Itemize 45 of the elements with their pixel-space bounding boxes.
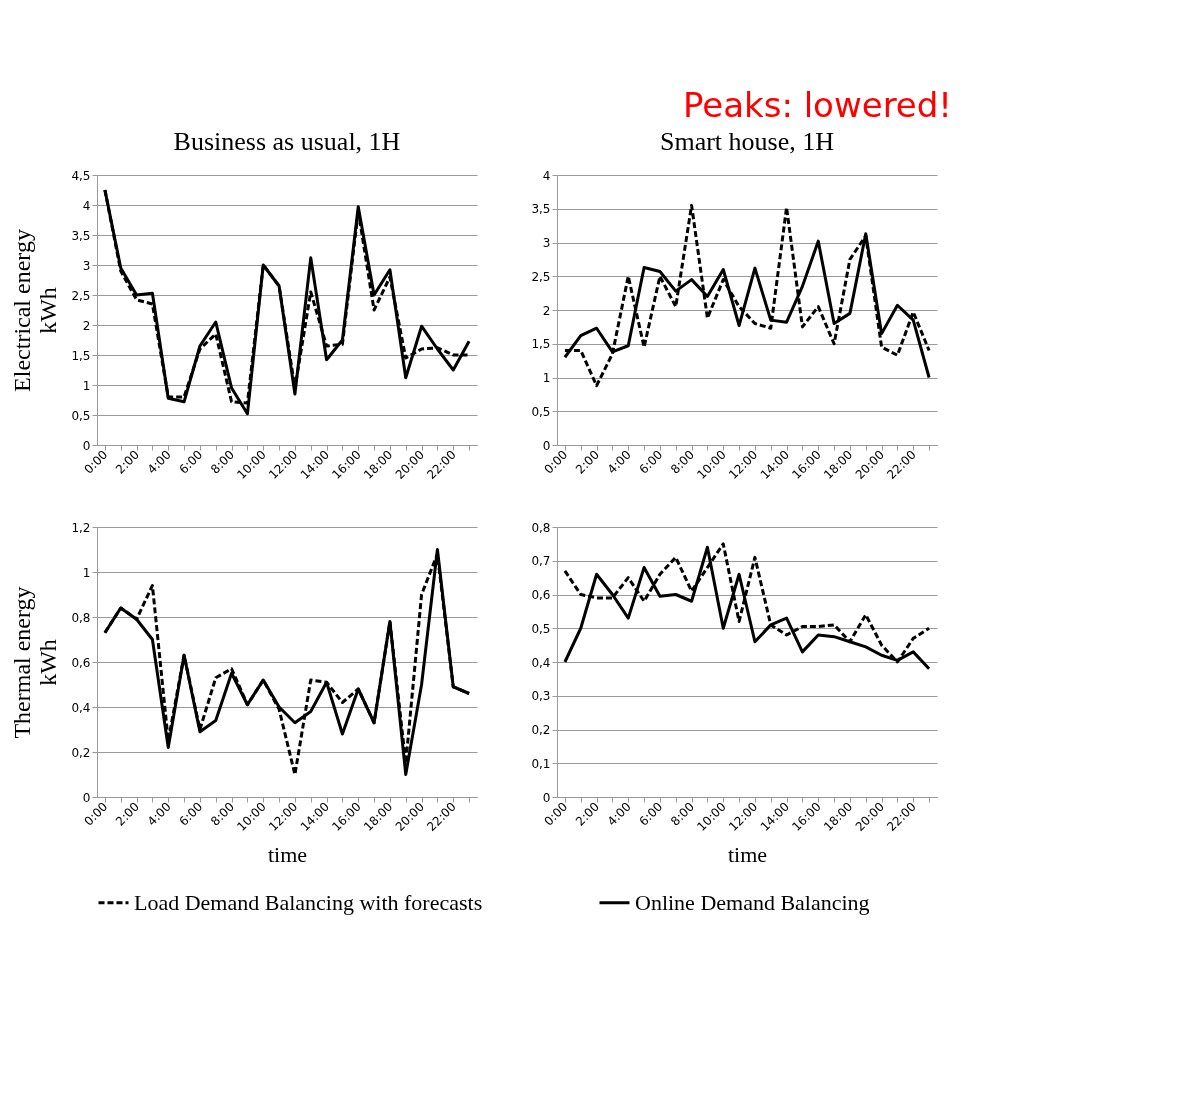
- y-tick-label: 1: [82, 378, 91, 393]
- y-tick-label: 2,5: [531, 269, 551, 284]
- y-tick-label: 0,1: [531, 756, 551, 771]
- y-tick-label: 1: [542, 371, 551, 385]
- y-tick-label: 0: [82, 790, 91, 805]
- y-axis-title: Thermal energy kWh: [9, 586, 62, 739]
- y-tick-label: 3,5: [71, 228, 91, 243]
- y-tick-label: 0,3: [531, 689, 551, 704]
- x-axis-title: time: [267, 842, 308, 868]
- text: Peaks: lowered!: [682, 85, 952, 125]
- y-tick-label: 0,4: [531, 655, 551, 670]
- legend-label: Load Demand Balancing with forecasts: [134, 889, 483, 915]
- y-tick-label: 2,5: [71, 288, 91, 303]
- y-tick-label: 2: [82, 318, 91, 333]
- y-tick-label: 0: [542, 438, 551, 453]
- y-tick-label: 0,2: [531, 723, 551, 737]
- line-series: [563, 203, 931, 388]
- chart-title: Smart house, 1H: [659, 127, 835, 156]
- y-tick-label: 0,5: [71, 408, 91, 423]
- y-tick-label: 0: [82, 438, 91, 453]
- y-tick-label: 0: [542, 790, 551, 805]
- y-tick-label: 4: [82, 198, 91, 213]
- y-tick-label: 0,6: [71, 655, 91, 670]
- chart-title: Business as usual, 1H: [173, 127, 401, 156]
- y-tick-label: 1,5: [531, 337, 551, 352]
- y-tick-label: 0,8: [531, 520, 551, 535]
- y-tick-label: 1: [82, 565, 91, 580]
- y-tick-label: 0,2: [71, 745, 91, 760]
- x-axis-title: time: [727, 842, 768, 868]
- y-tick-label: 3,5: [531, 202, 551, 217]
- y-tick-label: 3: [82, 258, 91, 273]
- y-tick-label: 4,5: [71, 168, 91, 183]
- y-tick-label: 0,6: [531, 588, 551, 602]
- y-tick-label: 4: [542, 168, 551, 183]
- y-tick-label: 3: [542, 236, 551, 250]
- y-tick-label: 1,5: [71, 348, 91, 363]
- y-tick-label: 0,5: [531, 404, 551, 419]
- y-tick-label: 0,5: [531, 621, 551, 636]
- y-tick-label: 0,4: [71, 700, 91, 715]
- legend-label: Online Demand Balancing: [635, 889, 870, 915]
- y-axis-title: Electrical energy kWh: [9, 229, 62, 392]
- y-tick-label: 1,2: [71, 520, 91, 535]
- y-tick-label: 2: [542, 303, 551, 318]
- y-tick-label: 0,7: [531, 554, 551, 569]
- y-tick-label: 0,8: [71, 610, 91, 625]
